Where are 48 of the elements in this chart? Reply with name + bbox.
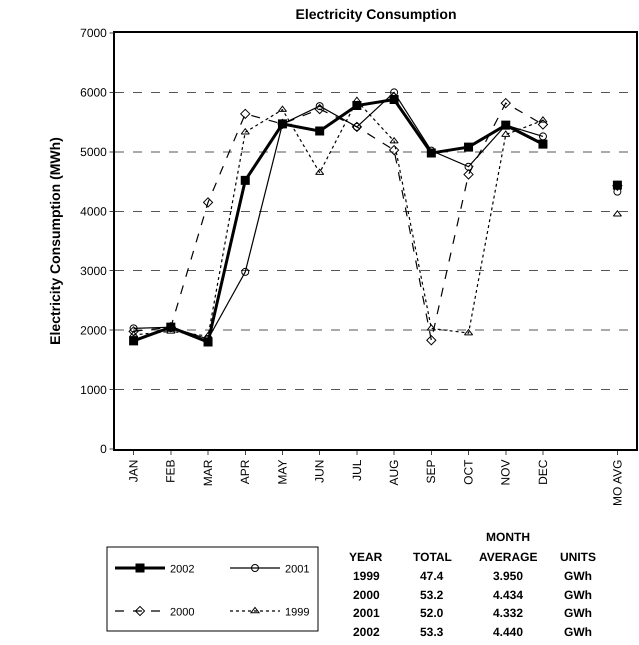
text: 1999 xyxy=(353,569,380,583)
y-tick-label: 3000 xyxy=(80,264,108,278)
x-tick-label: NOV xyxy=(498,460,513,486)
x-tick-label: APR xyxy=(238,459,252,484)
y-tick-label: 7000 xyxy=(80,26,108,40)
legend-label: 2000 xyxy=(170,606,194,618)
text: GWh xyxy=(564,588,592,602)
text: 47.4 xyxy=(420,569,444,583)
x-tick-label: SEP xyxy=(424,460,438,484)
text: UNITS xyxy=(560,550,596,564)
text: 4.434 xyxy=(493,588,524,602)
text: 4.440 xyxy=(493,625,524,639)
x-tick-label: DEC xyxy=(536,459,550,485)
x-tick-label: JAN xyxy=(126,460,141,482)
x-tick-label: OCT xyxy=(461,458,476,485)
text: GWh xyxy=(564,569,592,583)
y-tick-label: 1000 xyxy=(80,382,108,397)
text: 3.950 xyxy=(493,569,524,583)
y-axis-title: Electricity Consumption (MWh) xyxy=(47,137,64,345)
text: 53.3 xyxy=(420,625,444,639)
legend-label: 2001 xyxy=(285,563,310,576)
legend-label: 2002 xyxy=(170,563,194,576)
y-tick-label: 0 xyxy=(100,442,108,456)
text: 2000 xyxy=(353,588,380,602)
text: 52.0 xyxy=(420,606,444,620)
text: GWh xyxy=(564,606,592,620)
text: TOTAL xyxy=(413,550,452,564)
x-tick-label: MO AVG xyxy=(610,460,624,506)
y-tick-label: 2000 xyxy=(80,323,108,338)
y-tick-label: 5000 xyxy=(80,145,108,160)
chart-title: Electricity Consumption xyxy=(295,6,457,22)
text: GWh xyxy=(564,625,592,639)
legend-label: 1999 xyxy=(285,606,310,618)
text: 4.332 xyxy=(493,606,524,620)
text: 2002 xyxy=(353,625,380,639)
text: MONTH xyxy=(486,530,530,544)
x-tick-label: AUG xyxy=(387,460,402,486)
x-tick-label: JUN xyxy=(312,460,327,483)
text: AVERAGE xyxy=(479,550,538,564)
y-tick-label: 4000 xyxy=(80,204,108,218)
text: 2001 xyxy=(353,606,380,620)
text: 53.2 xyxy=(420,588,444,602)
x-tick-label: JUL xyxy=(350,459,364,481)
x-tick-label: MAY xyxy=(275,460,290,485)
y-tick-label: 6000 xyxy=(80,86,108,100)
x-tick-label: MAR xyxy=(200,459,215,486)
x-tick-label: FEB xyxy=(164,460,178,483)
text: YEAR xyxy=(349,550,383,564)
